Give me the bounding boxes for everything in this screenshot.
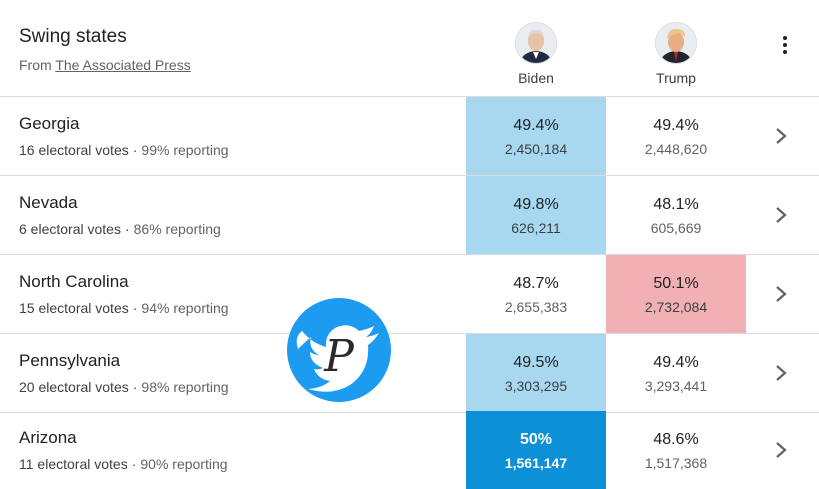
biden-votes: 626,211 (511, 220, 561, 236)
source-prefix: From (19, 57, 56, 73)
chevron-right-icon[interactable] (772, 204, 790, 226)
biden-votes: 2,450,184 (504, 141, 568, 157)
biden-votes: 1,561,147 (504, 455, 568, 471)
state-row-georgia[interactable]: Georgia 16 electoral votes · 99% reporting… (0, 97, 819, 176)
reporting-status: 99% reporting (141, 142, 229, 158)
biden-result-cell: 49.4% 2,450,184 (466, 97, 606, 175)
trump-result-cell: 50.1% 2,732,084 (606, 255, 746, 333)
chevron-right-icon[interactable] (772, 362, 790, 384)
card-title: Swing states (19, 26, 127, 47)
state-name: Georgia (19, 114, 80, 133)
trump-votes: 1,517,368 (644, 455, 708, 471)
state-name: Pennsylvania (19, 351, 121, 370)
reporting-status: 90% reporting (140, 456, 228, 472)
electoral-votes: 11 electoral votes (19, 456, 128, 472)
swing-states-header: Swing states From The Associated Press B… (0, 0, 819, 97)
chevron-right-icon[interactable] (772, 125, 790, 147)
electoral-votes: 20 electoral votes (19, 379, 129, 395)
electoral-votes: 16 electoral votes (19, 142, 129, 158)
candidate-name-trump: Trump (656, 70, 696, 86)
biden-percent: 49.4% (513, 117, 559, 134)
candidate-trump: Trump (636, 22, 716, 86)
biden-result-cell: 49.8% 626,211 (466, 176, 606, 254)
biden-votes: 3,303,295 (504, 378, 568, 394)
trump-result-cell: 48.1% 605,669 (606, 176, 746, 254)
chevron-right-icon[interactable] (772, 439, 790, 461)
trump-votes: 3,293,441 (644, 378, 708, 394)
biden-result-cell: 50% 1,561,147 (466, 411, 606, 489)
trump-result-cell: 49.4% 2,448,620 (606, 97, 746, 175)
separator-dot: · (132, 300, 138, 316)
state-meta: 6 electoral votes · 86% reporting (19, 221, 221, 237)
trump-percent: 48.6% (653, 431, 699, 448)
trump-votes: 2,732,084 (644, 299, 708, 315)
source-link[interactable]: The Associated Press (55, 57, 191, 73)
electoral-votes: 15 electoral votes (19, 300, 129, 316)
trump-result-cell: 48.6% 1,517,368 (606, 411, 746, 489)
more-vert-icon[interactable] (776, 36, 794, 58)
reporting-status: 86% reporting (133, 221, 221, 237)
trump-percent: 50.1% (653, 275, 699, 292)
biden-percent: 49.8% (513, 196, 559, 213)
state-name: Nevada (19, 193, 78, 212)
state-meta: 15 electoral votes · 94% reporting (19, 300, 229, 316)
state-meta: 20 electoral votes · 98% reporting (19, 379, 229, 395)
state-name: North Carolina (19, 272, 129, 291)
separator-dot: · (124, 221, 130, 237)
candidate-name-biden: Biden (518, 70, 554, 86)
candidate-biden: Biden (496, 22, 576, 86)
separator-dot: · (131, 456, 137, 472)
state-row-north-carolina[interactable]: North Carolina 15 electoral votes · 94% re… (0, 255, 819, 334)
trump-avatar (655, 22, 697, 64)
state-row-pennsylvania[interactable]: Pennsylvania 20 electoral votes · 98% repo… (0, 334, 819, 413)
state-row-arizona[interactable]: Arizona 11 electoral votes · 90% reporting… (0, 411, 819, 489)
source-line: From The Associated Press (19, 57, 191, 73)
trump-percent: 49.4% (653, 354, 699, 371)
biden-percent: 50% (519, 431, 553, 448)
state-name: Arizona (19, 428, 77, 447)
separator-dot: · (132, 379, 138, 395)
reporting-status: 98% reporting (141, 379, 229, 395)
biden-avatar (515, 22, 557, 64)
chevron-right-icon[interactable] (772, 283, 790, 305)
watermark-letter: P (323, 331, 355, 382)
trump-votes: 2,448,620 (644, 141, 708, 157)
biden-percent: 48.7% (513, 275, 559, 292)
biden-votes: 2,655,383 (504, 299, 568, 315)
twitter-bird-watermark: P (287, 298, 391, 402)
trump-votes: 605,669 (650, 220, 702, 236)
trump-percent: 49.4% (653, 117, 699, 134)
separator-dot: · (132, 142, 138, 158)
biden-percent: 49.5% (513, 354, 559, 371)
reporting-status: 94% reporting (141, 300, 229, 316)
trump-result-cell: 49.4% 3,293,441 (606, 334, 746, 412)
trump-percent: 48.1% (653, 196, 699, 213)
biden-result-cell: 49.5% 3,303,295 (466, 334, 606, 412)
electoral-votes: 6 electoral votes (19, 221, 121, 237)
state-meta: 16 electoral votes · 99% reporting (19, 142, 229, 158)
biden-result-cell: 48.7% 2,655,383 (466, 255, 606, 333)
state-row-nevada[interactable]: Nevada 6 electoral votes · 86% reporting 4… (0, 176, 819, 255)
state-meta: 11 electoral votes · 90% reporting (19, 456, 228, 472)
